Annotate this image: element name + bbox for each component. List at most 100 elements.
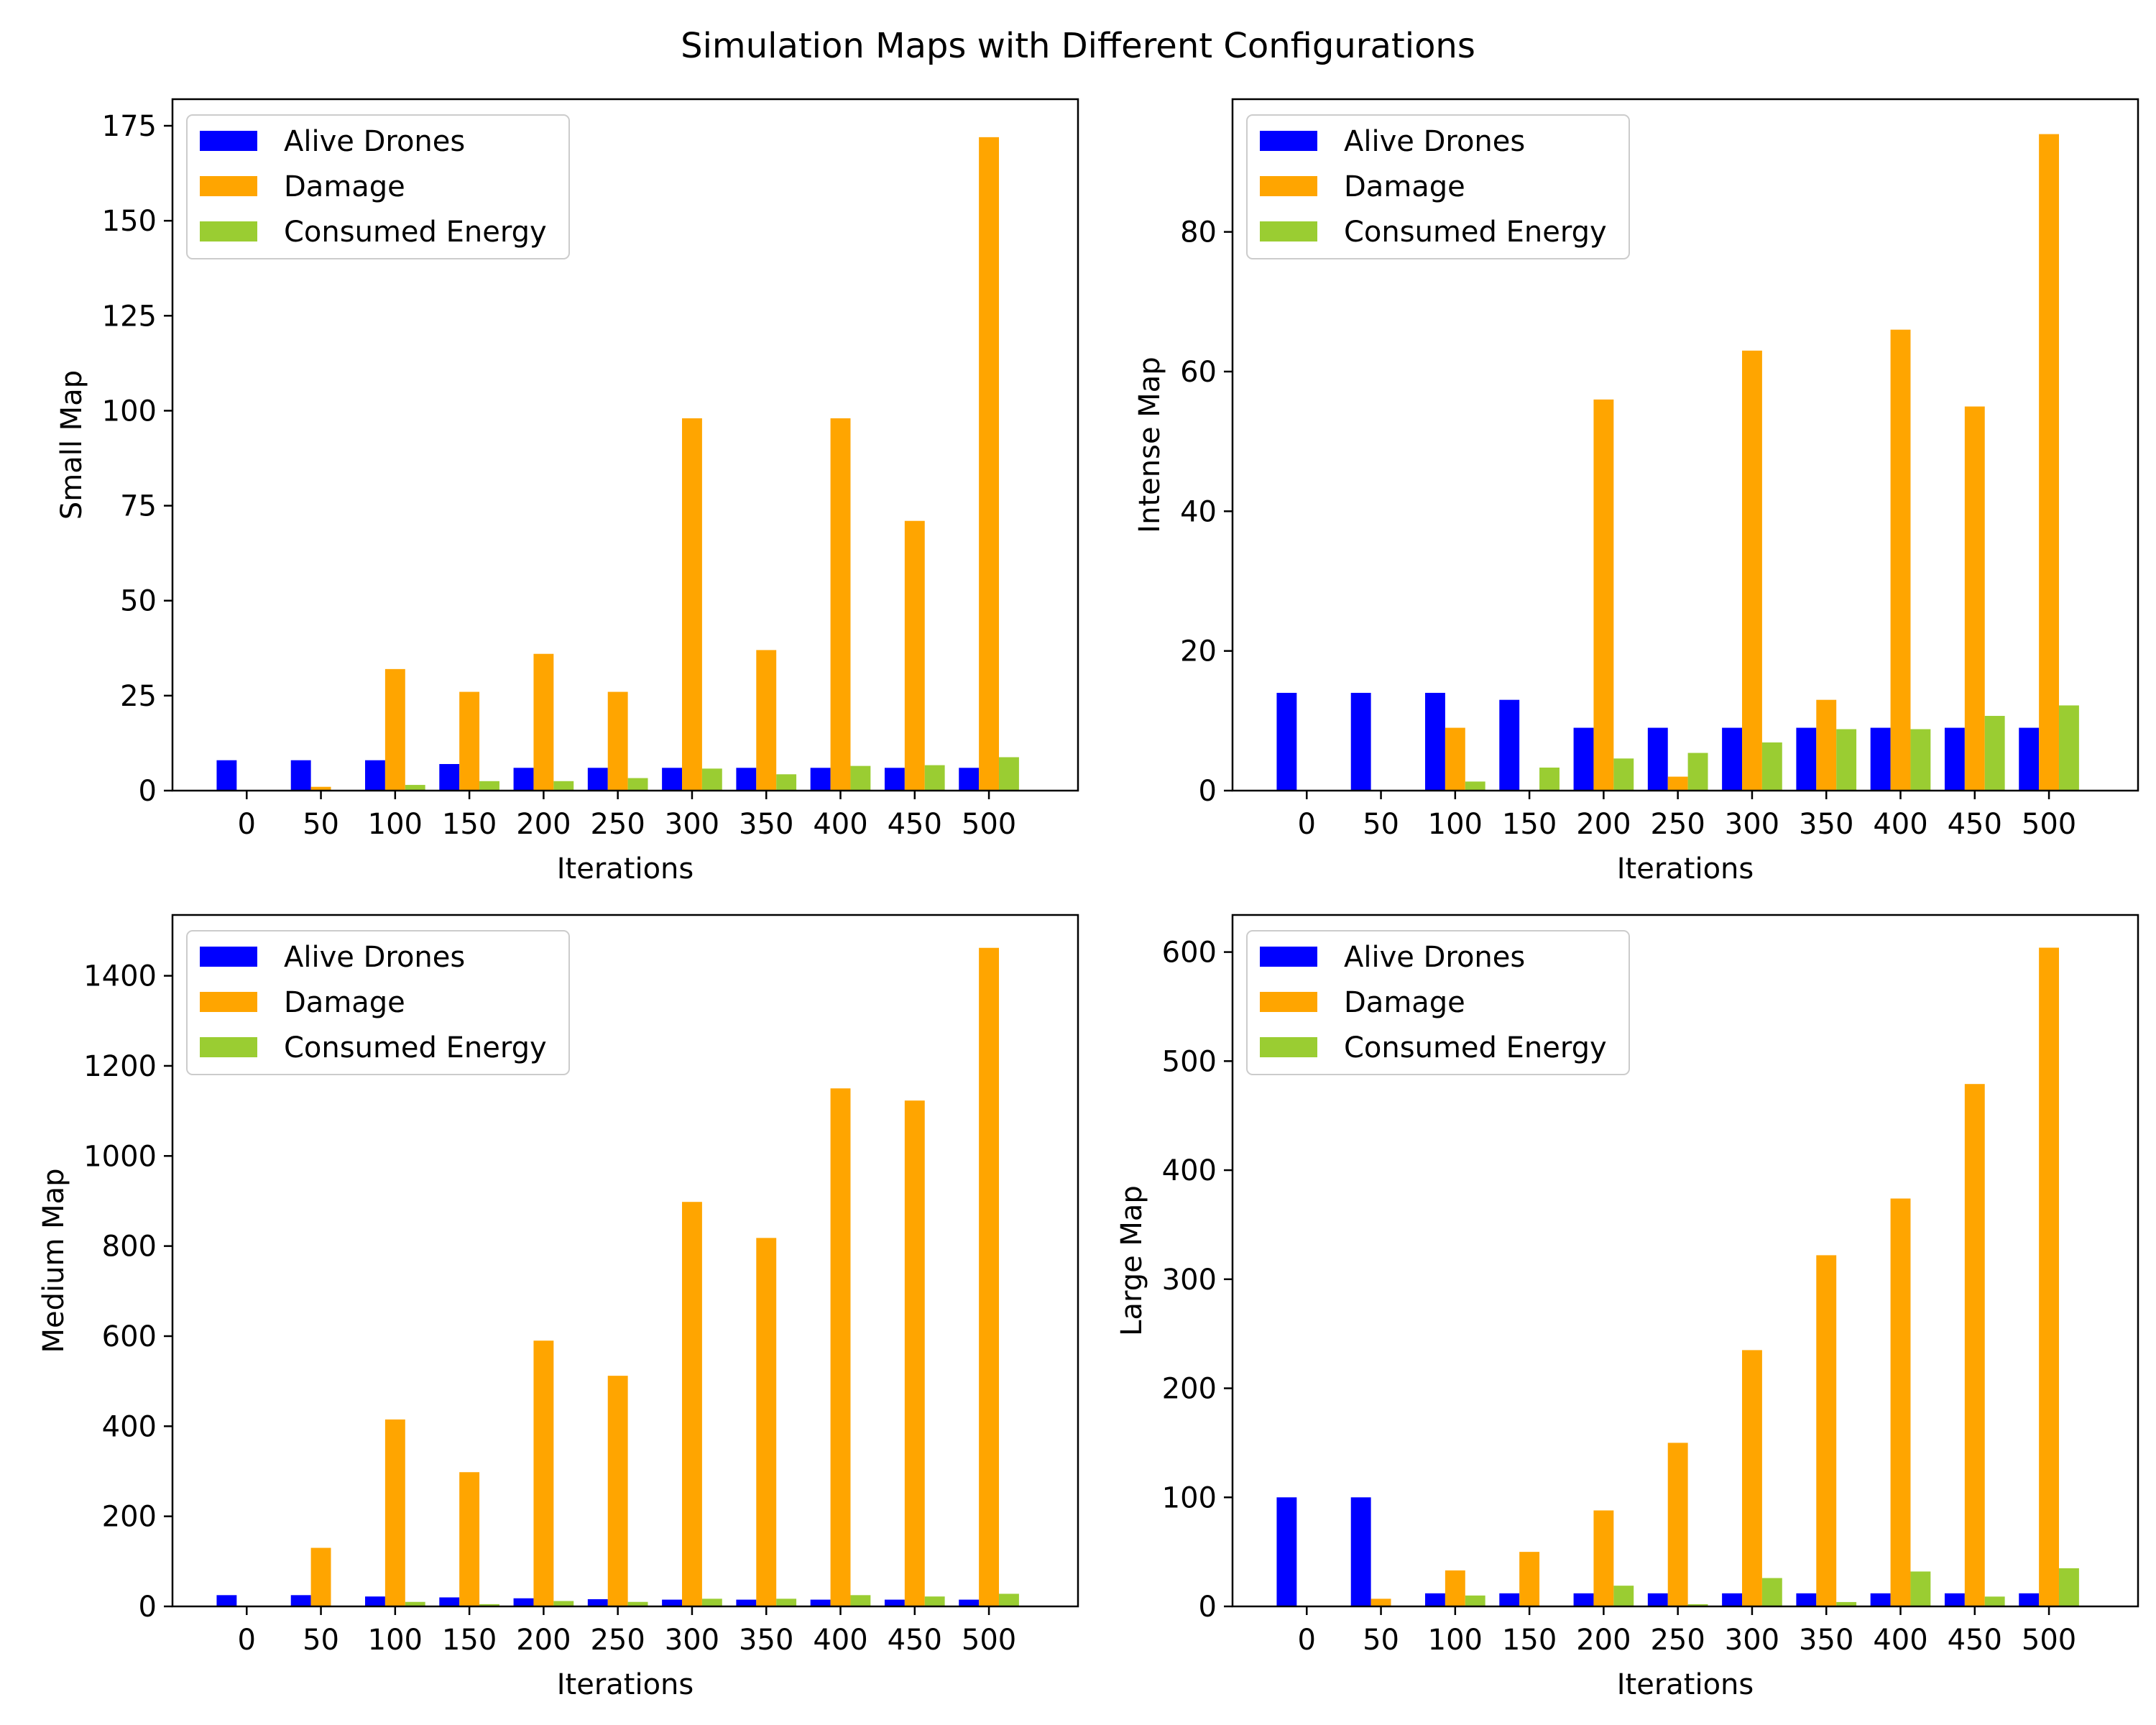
bar-consumed-energy-150: [479, 1604, 499, 1606]
y-axis-label: Intense Map: [1133, 356, 1166, 533]
legend: Alive Drones Damage Consumed Energy: [186, 114, 570, 259]
x-tick-label: 350: [1799, 1624, 1853, 1657]
bar-alive-drones-250: [587, 1598, 608, 1606]
x-tick-label: 0: [1298, 808, 1316, 841]
x-tick-label: 450: [1948, 1624, 2002, 1657]
bar-alive-drones-500: [2019, 727, 2040, 791]
x-tick-label: 300: [1725, 808, 1779, 841]
legend-frame: [186, 114, 570, 259]
bar-consumed-energy-100: [1465, 781, 1485, 791]
bar-alive-drones-50: [290, 1595, 311, 1606]
x-tick-label: 150: [442, 1624, 497, 1657]
legend: Alive Drones Damage Consumed Energy: [186, 930, 570, 1075]
y-axis-label: Medium Map: [37, 1168, 70, 1353]
x-tick-label: 500: [962, 808, 1016, 841]
bar-damage-250: [607, 1376, 628, 1606]
bar-alive-drones-150: [1499, 699, 1520, 791]
figure-title: Simulation Maps with Different Configura…: [681, 26, 1475, 66]
y-tick-label: 500: [1162, 1045, 1217, 1078]
bar-damage-50: [310, 1547, 331, 1606]
y-tick-label: 0: [1199, 1591, 1217, 1624]
bar-alive-drones-100: [365, 760, 385, 791]
bar-alive-drones-350: [736, 1599, 757, 1606]
bar-consumed-energy-450: [1984, 716, 2005, 791]
bar-consumed-energy-300: [1761, 1578, 1782, 1606]
bar-alive-drones-350: [1796, 727, 1817, 791]
bar-damage-500: [979, 137, 1000, 791]
bar-damage-350: [756, 650, 777, 791]
legend-label: Alive Drones: [284, 941, 465, 974]
y-axis-label: Small Map: [55, 370, 88, 520]
bar-consumed-energy-200: [553, 781, 574, 791]
bar-alive-drones-100: [1425, 692, 1445, 791]
bar-consumed-energy-300: [701, 768, 722, 791]
bar-damage-350: [1816, 699, 1837, 791]
bar-alive-drones-400: [810, 768, 831, 791]
y-tick-label: 60: [1180, 356, 1217, 389]
legend-label: Damage: [1344, 170, 1465, 203]
bar-damage-250: [1667, 1443, 1688, 1606]
bar-alive-drones-0: [216, 760, 237, 791]
bar-consumed-energy-250: [1687, 1604, 1708, 1606]
bar-alive-drones-200: [1573, 1593, 1594, 1606]
bar-damage-500: [2039, 947, 2060, 1606]
y-tick-label: 600: [102, 1320, 157, 1353]
legend-swatch-consumed-energy: [1260, 221, 1317, 242]
bar-damage-300: [1742, 350, 1762, 791]
bar-damage-150: [1519, 1552, 1540, 1606]
bar-alive-drones-300: [662, 768, 683, 791]
chart-svg-large-map: 0 50 100 150 200 250 300 350 400 450 500 0 100 200 300…: [1115, 914, 2139, 1701]
legend-swatch-damage: [200, 176, 257, 196]
y-tick-label: 0: [139, 1591, 157, 1624]
y-tick-label: 80: [1180, 216, 1217, 249]
x-tick-label: 300: [665, 808, 719, 841]
y-tick-label: 600: [1162, 937, 1217, 970]
legend-swatch-damage: [200, 992, 257, 1012]
bar-damage-300: [682, 418, 702, 791]
legend-swatch-alive-drones: [1260, 131, 1317, 151]
x-tick-label: 100: [1428, 1624, 1483, 1657]
bar-consumed-energy-300: [701, 1598, 722, 1606]
bar-damage-250: [1667, 776, 1688, 791]
bar-damage-450: [904, 520, 925, 791]
x-tick-label: 150: [1502, 808, 1557, 841]
x-tick-label: 250: [1650, 808, 1705, 841]
bars: [1276, 947, 2079, 1606]
y-tick-label: 400: [102, 1410, 157, 1443]
x-tick-label: 100: [1428, 808, 1483, 841]
y-tick-label: 100: [102, 395, 157, 428]
chart-svg-intense-map: 0 50 100 150 200 250 300 350 400 450 500 0 20 40 60 80 I…: [1133, 98, 2139, 886]
bar-consumed-energy-400: [850, 765, 871, 791]
bar-alive-drones-300: [662, 1599, 683, 1606]
bar-damage-350: [756, 1238, 777, 1606]
bar-consumed-energy-200: [1613, 1586, 1634, 1606]
x-tick-label: 200: [1576, 808, 1631, 841]
bar-damage-450: [904, 1100, 925, 1606]
bar-consumed-energy-200: [1613, 758, 1634, 791]
bar-damage-100: [384, 668, 405, 791]
y-tick-label: 200: [1162, 1373, 1217, 1406]
x-tick-label: 0: [238, 1624, 256, 1657]
bar-consumed-energy-500: [2059, 1568, 2079, 1606]
bar-consumed-energy-450: [1984, 1596, 2005, 1606]
bar-damage-400: [830, 1088, 851, 1606]
bar-alive-drones-500: [2019, 1593, 2040, 1606]
axes-frame: [1231, 914, 2139, 1608]
y-tick-label: 20: [1180, 635, 1217, 668]
x-tick-label: 500: [2022, 1624, 2076, 1657]
legend-swatch-damage: [1260, 992, 1317, 1012]
axes-frame: [1231, 98, 2139, 792]
bar-alive-drones-200: [513, 768, 534, 791]
legend-label: Consumed Energy: [1344, 1031, 1607, 1064]
bars: [216, 947, 1019, 1606]
bar-damage-200: [533, 1340, 554, 1606]
bar-damage-250: [607, 691, 628, 791]
x-tick-label: 400: [1873, 808, 1927, 841]
bar-damage-500: [2039, 134, 2060, 791]
bar-damage-400: [1890, 329, 1911, 791]
bar-damage-150: [459, 1472, 480, 1606]
x-tick-label: 450: [888, 1624, 942, 1657]
bar-damage-200: [1593, 1510, 1614, 1606]
legend-swatch-consumed-energy: [200, 221, 257, 242]
x-axis-label: Iterations: [1617, 852, 1754, 886]
